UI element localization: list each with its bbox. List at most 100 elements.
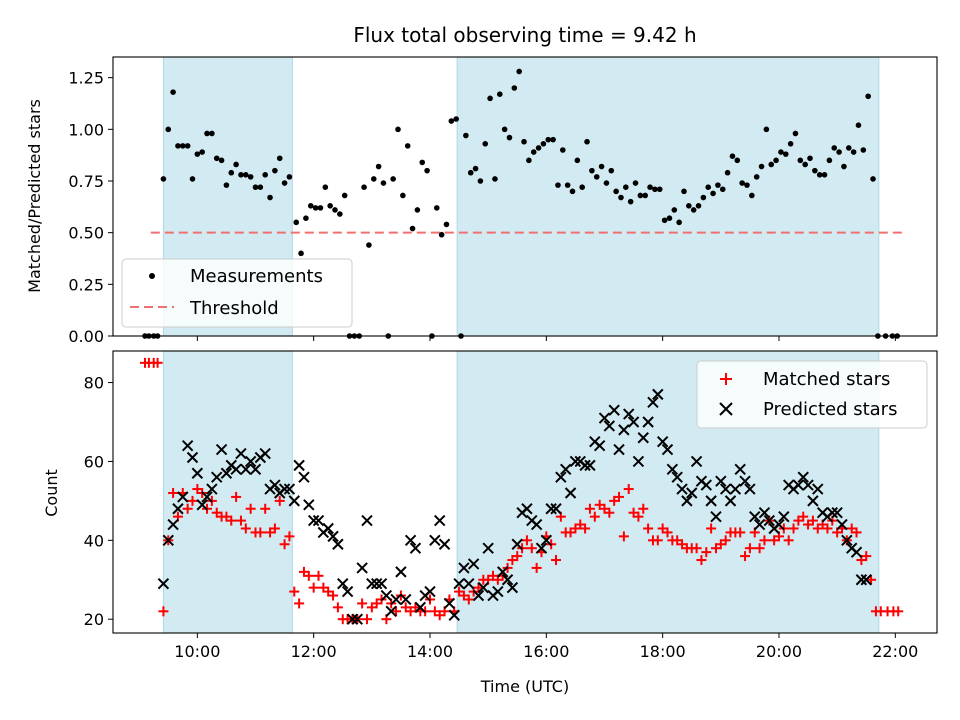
measurement-point <box>337 211 343 217</box>
predicted-star-point <box>521 503 533 515</box>
matched-star-point <box>740 551 751 562</box>
predicted-star-point <box>162 534 174 547</box>
matched-star-point <box>361 614 372 625</box>
predicted-star-point <box>356 562 368 574</box>
predicted-star-point <box>433 514 446 527</box>
predicted-star-point <box>724 495 737 507</box>
predicted-star-point <box>850 546 863 558</box>
predicted-star-point <box>855 574 868 586</box>
matched-star-point <box>260 503 271 514</box>
predicted-star-point <box>637 432 649 444</box>
measurement-point <box>540 141 547 147</box>
measurement-point <box>262 172 268 178</box>
matched-star-point <box>696 555 707 566</box>
predicted-star-point <box>807 495 819 507</box>
predicted-star-point <box>288 495 300 507</box>
x-tick-label: 14:00 <box>407 642 453 661</box>
predicted-star-point <box>749 510 761 523</box>
measurement-point <box>758 163 765 170</box>
y-axis-ticks: 20 40 60 80 <box>84 374 113 629</box>
count-panel: 20 40 60 80 10:00 12:00 14:00 16:00 18:00 20:00 2… <box>42 350 938 696</box>
predicted-star-point <box>613 443 625 456</box>
predicted-star-point <box>269 479 281 491</box>
matched-star-point <box>744 543 755 554</box>
measurement-point <box>233 161 239 168</box>
measurement-point <box>618 194 624 201</box>
matched-star-point <box>269 523 280 534</box>
measurement-point <box>272 167 278 174</box>
measurement-point <box>710 190 716 197</box>
predicted-star-point <box>540 534 553 547</box>
predicted-star-point <box>298 471 310 483</box>
measurement-point <box>671 207 678 213</box>
measurement-point <box>286 174 293 180</box>
matched-star-point <box>182 503 193 514</box>
matched-star-point <box>618 531 629 542</box>
predicted-star-point <box>496 566 509 578</box>
predicted-star-point <box>404 534 417 547</box>
measurement-point <box>298 250 304 257</box>
predicted-star-point <box>744 483 756 495</box>
matched-star-point <box>226 515 237 526</box>
measurement-point <box>763 126 770 133</box>
measurement-point <box>530 149 537 155</box>
measurement-point <box>204 130 210 137</box>
predicted-stars-points <box>157 388 872 625</box>
predicted-star-point <box>351 613 363 625</box>
measurement-point <box>276 155 283 162</box>
measurement-point <box>526 157 532 164</box>
matched-star-point <box>643 523 654 534</box>
predicted-star-point <box>627 416 640 428</box>
matched-star-point <box>473 582 484 593</box>
measurement-point <box>404 143 411 149</box>
matched-star-point <box>313 570 324 581</box>
x-tick-label: 16:00 <box>523 642 569 661</box>
predicted-star-point <box>424 585 436 598</box>
y-tick-label: 60 <box>84 452 104 471</box>
matched-star-point <box>512 551 523 562</box>
ratio-panel: Flux total observing time = 9.42 h 0.000… <box>25 23 938 346</box>
predicted-star-point <box>778 510 790 523</box>
predicted-star-point <box>623 408 635 420</box>
legend-label-matched: Matched stars <box>763 369 890 390</box>
measurement-point <box>792 130 799 137</box>
y-tick-label: 40 <box>84 531 104 550</box>
measurement-point <box>700 194 707 201</box>
matched-star-point <box>168 487 179 498</box>
measurement-point <box>472 165 479 172</box>
measurement-point <box>463 132 469 139</box>
matched-star-point <box>584 503 595 514</box>
measurement-points <box>142 68 901 339</box>
measurement-point <box>453 116 459 122</box>
predicted-star-point <box>603 420 616 432</box>
predicted-star-point <box>215 443 228 456</box>
matched-star-point <box>187 495 198 506</box>
predicted-star-point <box>458 562 470 574</box>
measurement-point <box>768 161 775 168</box>
legend-label-predicted: Predicted stars <box>763 399 897 420</box>
measurement-point <box>438 231 445 238</box>
predicted-star-point <box>656 436 669 448</box>
predicted-star-point <box>734 463 746 476</box>
measurement-point <box>690 207 697 213</box>
measurement-point <box>845 145 852 151</box>
predicted-star-point <box>700 479 712 491</box>
measurement-point <box>341 192 348 199</box>
measurement-point <box>608 167 615 174</box>
predicted-star-point <box>763 514 775 527</box>
measurement-point <box>375 163 382 170</box>
predicted-star-point <box>676 483 688 495</box>
predicted-star-point <box>177 491 189 503</box>
predicted-star-point <box>278 483 291 495</box>
measurement-point <box>564 182 571 188</box>
matched-star-point <box>274 495 285 506</box>
predicted-star-point <box>201 491 213 503</box>
measurement-point <box>424 167 430 174</box>
legend-marker-matched <box>720 373 732 385</box>
predicted-star-point <box>249 463 262 476</box>
measurement-point <box>661 217 668 224</box>
measurement-point <box>666 215 673 221</box>
predicted-star-point <box>492 585 504 598</box>
matched-star-point <box>614 491 625 502</box>
predicted-star-point <box>337 577 349 590</box>
